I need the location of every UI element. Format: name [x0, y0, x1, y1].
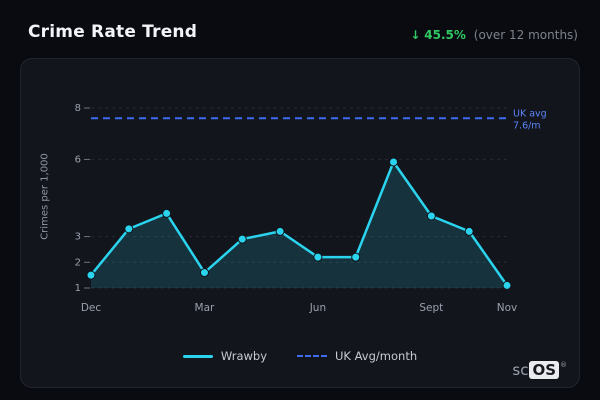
reference-label-line1: UK avg	[513, 108, 547, 119]
trend-value: 45.5%	[424, 28, 466, 42]
x-tick-label: Nov	[497, 302, 518, 314]
chart-legend: Wrawby UK Avg/month	[21, 349, 579, 363]
data-point[interactable]	[275, 226, 285, 236]
data-point[interactable]	[86, 270, 96, 280]
solid-line-swatch-icon	[182, 354, 213, 358]
registered-mark: ®	[560, 361, 567, 369]
y-tick-label: 6	[75, 154, 81, 165]
y-tick-label: 2	[75, 257, 81, 268]
data-point[interactable]	[389, 157, 399, 167]
x-tick-label: Sept	[419, 302, 443, 314]
trend-stat: ↓ 45.5% (over 12 months)	[410, 28, 578, 42]
data-point[interactable]	[351, 252, 361, 262]
area-fill	[91, 162, 507, 288]
legend-item-uk-avg[interactable]: UK Avg/month	[297, 349, 417, 363]
scos-logo: sc OS ®	[512, 361, 567, 379]
data-point[interactable]	[162, 208, 172, 218]
page-title: Crime Rate Trend	[28, 22, 198, 42]
wrawby-series-line	[89, 160, 509, 287]
logo-os-badge: OS	[529, 361, 559, 379]
dashed-line-swatch-icon	[297, 355, 327, 357]
x-tick-label: Dec	[81, 302, 102, 314]
data-point[interactable]	[199, 268, 209, 278]
x-tick-label: Jun	[309, 302, 326, 314]
data-point[interactable]	[237, 234, 247, 244]
data-point[interactable]	[124, 224, 134, 234]
legend-label: UK Avg/month	[335, 349, 418, 363]
trend-caption: (over 12 months)	[473, 28, 578, 42]
data-point[interactable]	[426, 211, 436, 221]
y-tick-label: 8	[75, 103, 81, 114]
x-tick-label: Mar	[195, 302, 215, 314]
reference-label-line2: 7.6/m	[513, 120, 541, 131]
chart-card: Crimes per 1,000 8 6 3 2 1 UK avg 7.6/m Dec Mar J…	[20, 58, 580, 388]
y-axis-label: Crimes per 1,000	[39, 153, 51, 240]
trend-arrow-icon: ↓	[410, 28, 421, 42]
data-point[interactable]	[464, 226, 474, 236]
legend-item-wrawby[interactable]: Wrawby	[182, 349, 267, 363]
logo-prefix: sc	[512, 361, 529, 379]
legend-label: Wrawby	[220, 349, 267, 363]
data-point[interactable]	[313, 252, 323, 262]
data-point[interactable]	[502, 280, 512, 290]
y-tick-label: 1	[75, 283, 81, 294]
y-tick-label: 3	[75, 232, 81, 243]
